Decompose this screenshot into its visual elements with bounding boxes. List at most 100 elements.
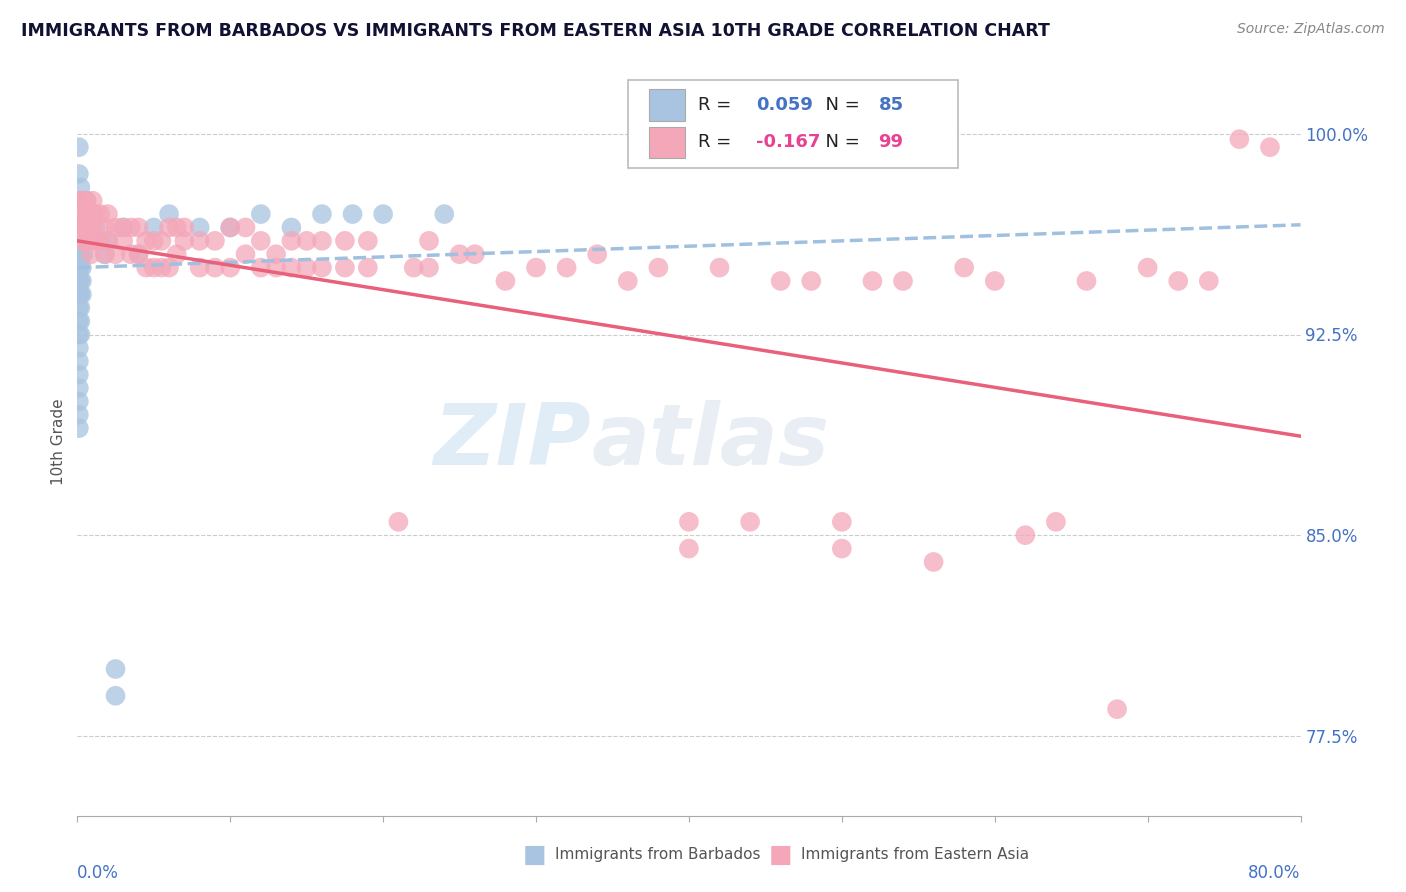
- Point: [67, 207, 90, 221]
- Text: atlas: atlas: [591, 400, 830, 483]
- Point: [87, 234, 110, 248]
- Point: [70, 194, 93, 208]
- Point: [311, 207, 333, 221]
- Point: [104, 220, 127, 235]
- Point: [79, 234, 101, 248]
- Point: [1107, 702, 1129, 716]
- Text: ■: ■: [523, 843, 546, 866]
- Point: [264, 260, 287, 275]
- Point: [1045, 515, 1067, 529]
- Point: [67, 408, 90, 422]
- Point: [72, 234, 94, 248]
- Point: [173, 234, 195, 248]
- Point: [67, 260, 90, 275]
- Point: [112, 220, 135, 235]
- Point: [357, 260, 380, 275]
- Point: [1229, 132, 1251, 146]
- Point: [72, 207, 94, 221]
- Point: [333, 260, 356, 275]
- Text: -0.167: -0.167: [756, 134, 821, 152]
- Text: 0.0%: 0.0%: [77, 864, 120, 882]
- Point: [188, 220, 211, 235]
- Point: [418, 260, 440, 275]
- Point: [69, 327, 91, 342]
- Point: [72, 234, 94, 248]
- Point: [280, 260, 302, 275]
- Point: [120, 220, 142, 235]
- Text: 85: 85: [879, 96, 904, 114]
- Point: [72, 220, 94, 235]
- Point: [89, 234, 111, 248]
- Point: [82, 220, 104, 235]
- Point: [69, 314, 91, 328]
- Point: [67, 247, 90, 261]
- Point: [311, 234, 333, 248]
- Point: [142, 260, 165, 275]
- Point: [357, 234, 380, 248]
- Point: [67, 327, 90, 342]
- Point: [69, 194, 91, 208]
- FancyBboxPatch shape: [648, 89, 685, 121]
- Point: [250, 234, 273, 248]
- Point: [112, 220, 135, 235]
- Point: [97, 207, 120, 221]
- Point: [157, 207, 180, 221]
- Point: [150, 260, 173, 275]
- Point: [166, 220, 188, 235]
- Point: [69, 260, 91, 275]
- Point: [433, 207, 456, 221]
- Point: [166, 247, 188, 261]
- Point: [67, 301, 90, 315]
- Point: [586, 247, 609, 261]
- Point: [94, 247, 117, 261]
- Point: [1167, 274, 1189, 288]
- Point: [250, 260, 273, 275]
- Point: [77, 207, 100, 221]
- Point: [76, 194, 98, 208]
- Point: [157, 260, 180, 275]
- Point: [67, 274, 90, 288]
- Point: [67, 287, 90, 301]
- Point: [295, 234, 318, 248]
- Point: [73, 207, 96, 221]
- Point: [295, 260, 318, 275]
- Y-axis label: 10th Grade: 10th Grade: [51, 398, 66, 485]
- Point: [740, 515, 762, 529]
- Point: [73, 234, 96, 248]
- Point: [77, 220, 100, 235]
- Point: [235, 220, 257, 235]
- Point: [333, 234, 356, 248]
- Point: [84, 207, 107, 221]
- Point: [90, 234, 112, 248]
- Text: N =: N =: [814, 96, 865, 114]
- Point: [69, 220, 91, 235]
- Point: [79, 220, 101, 235]
- Point: [280, 234, 302, 248]
- Point: [800, 274, 823, 288]
- Point: [1198, 274, 1220, 288]
- Point: [72, 247, 94, 261]
- Point: [104, 247, 127, 261]
- Point: [97, 234, 120, 248]
- Point: [70, 194, 93, 208]
- Point: [84, 220, 107, 235]
- Point: [67, 140, 90, 154]
- Point: [67, 194, 90, 208]
- Point: [188, 234, 211, 248]
- Point: [371, 207, 394, 221]
- Point: [1136, 260, 1159, 275]
- Point: [219, 260, 242, 275]
- Point: [617, 274, 640, 288]
- Point: [235, 247, 257, 261]
- Point: [953, 260, 976, 275]
- Point: [250, 207, 273, 221]
- Point: [127, 220, 149, 235]
- Point: [1076, 274, 1098, 288]
- Text: R =: R =: [697, 96, 737, 114]
- Point: [387, 515, 409, 529]
- Point: [150, 234, 173, 248]
- Point: [922, 555, 945, 569]
- Point: [142, 220, 165, 235]
- Point: [69, 207, 91, 221]
- Text: Immigrants from Eastern Asia: Immigrants from Eastern Asia: [801, 847, 1029, 862]
